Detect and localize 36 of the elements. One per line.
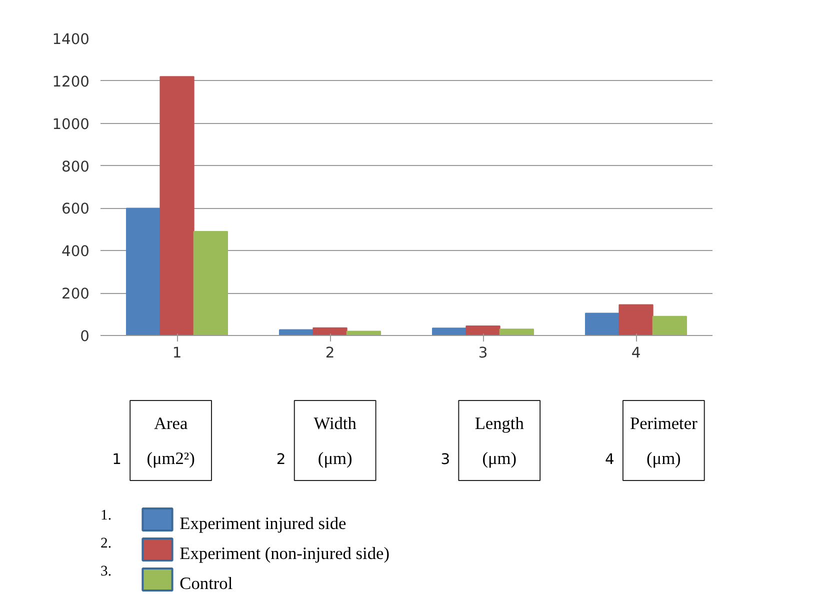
x-tick-label: 3	[478, 344, 488, 362]
bar	[585, 312, 620, 336]
bar	[432, 328, 467, 336]
y-tick-label: 1000	[52, 116, 90, 133]
legend-label: Experiment injured side	[180, 514, 346, 533]
text: 3	[440, 451, 450, 468]
x-tick-label: 2	[325, 344, 335, 362]
text: 4	[604, 451, 614, 468]
bar	[466, 325, 500, 336]
text: Perimeter (μm)	[630, 414, 698, 468]
text: 1	[112, 451, 122, 468]
text: 1.	[100, 508, 112, 524]
bar	[618, 304, 654, 336]
text: 2	[276, 451, 286, 468]
text: Length (μm)	[474, 414, 524, 468]
text: 2.	[100, 536, 112, 552]
y-tick-label: 1200	[52, 73, 90, 90]
y-tick-label: 0	[80, 328, 90, 345]
y-tick-label: 200	[62, 286, 90, 303]
y-tick-label: 400	[62, 243, 90, 260]
bar	[499, 328, 534, 336]
legend-label: Control	[180, 574, 233, 593]
text: Width (μm)	[314, 414, 357, 468]
bar	[126, 208, 161, 336]
bar	[193, 231, 228, 336]
bar	[160, 76, 194, 336]
text: Area (μm2²)	[146, 414, 196, 468]
y-tick-label: 800	[62, 158, 90, 176]
bar	[652, 316, 687, 336]
x-tick-label: 1	[172, 344, 182, 362]
legend-label: Experiment (non-injured side)	[180, 544, 390, 563]
x-tick-label: 4	[631, 344, 641, 362]
text: 3.	[100, 564, 112, 580]
bar	[312, 327, 348, 336]
y-tick-label: 1400	[52, 31, 90, 48]
y-tick-label: 600	[62, 200, 90, 218]
